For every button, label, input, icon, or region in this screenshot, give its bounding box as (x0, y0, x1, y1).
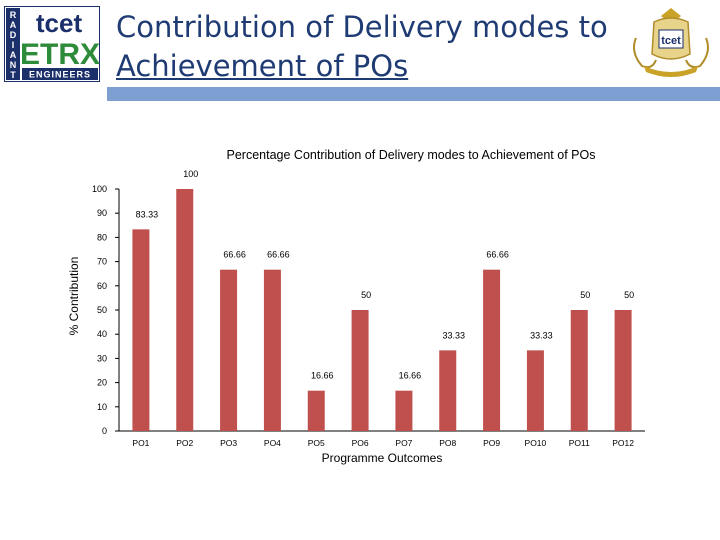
bar-po7 (395, 390, 413, 431)
data-label: 100 (183, 169, 198, 179)
y-tick-label: 0 (102, 426, 107, 436)
y-tick-label: 60 (97, 281, 107, 291)
x-tick-label: PO7 (395, 438, 412, 448)
data-label: 66.66 (267, 250, 290, 260)
x-tick-label: PO11 (569, 438, 590, 448)
y-tick-label: 20 (97, 378, 107, 388)
y-tick-label: 30 (97, 353, 107, 363)
bar-po2 (176, 189, 194, 431)
logo-letter: D (10, 30, 17, 40)
logo-brand-text: tcet (36, 8, 83, 38)
logo-letter: T (10, 70, 16, 80)
data-label: 66.66 (486, 250, 509, 260)
logo-letter: R (10, 10, 17, 20)
tcet-crest-logo: tcet (626, 4, 716, 82)
chart-title: Percentage Contribution of Delivery mode… (227, 148, 596, 162)
y-tick-label: 80 (97, 232, 107, 242)
logo-name-text: ETRX (20, 38, 100, 71)
x-tick-label: PO12 (612, 438, 634, 448)
data-label: 50 (580, 290, 590, 300)
bar-po12 (614, 310, 632, 431)
x-tick-label: PO4 (264, 438, 281, 448)
y-tick-label: 40 (97, 329, 107, 339)
x-tick-label: PO2 (176, 438, 193, 448)
crest-brand-text: tcet (661, 35, 681, 47)
y-axis-label: % Contribution (67, 257, 81, 336)
x-tick-label: PO3 (220, 438, 237, 448)
x-axis-label: Programme Outcomes (322, 451, 443, 465)
data-label: 33.33 (530, 330, 553, 340)
bar-po10 (526, 350, 544, 431)
data-label: 33.33 (442, 330, 465, 340)
bar-po5 (307, 390, 325, 431)
data-label: 83.33 (136, 209, 159, 219)
data-label: 16.66 (311, 371, 334, 381)
title-divider-bar (107, 87, 720, 101)
slide-title: Contribution of Delivery modes to Achiev… (116, 8, 616, 86)
y-tick-label: 50 (97, 305, 107, 315)
y-tick-label: 100 (92, 184, 107, 194)
logo-letter: A (10, 20, 17, 30)
x-tick-label: PO9 (483, 438, 500, 448)
data-label: 16.66 (399, 371, 422, 381)
bar-po6 (351, 310, 369, 431)
logo-letter: N (10, 60, 17, 70)
x-tick-label: PO1 (132, 438, 149, 448)
y-tick-label: 90 (97, 208, 107, 218)
y-tick-label: 10 (97, 402, 107, 412)
slide-title-line-2: Achievement of POs (116, 49, 409, 83)
data-label: 50 (624, 290, 634, 300)
x-tick-label: PO5 (308, 438, 325, 448)
bar-po4 (263, 269, 281, 431)
x-tick-label: PO6 (352, 438, 369, 448)
bar-po9 (483, 269, 501, 431)
x-tick-label: PO8 (439, 438, 456, 448)
logo-subtitle-text: ENGINEERS (29, 70, 91, 80)
bar-po11 (570, 310, 588, 431)
slide-title-line-1: Contribution of Delivery modes to (116, 10, 608, 44)
bar-po8 (439, 350, 457, 431)
logo-letter: I (12, 40, 15, 50)
y-tick-label: 70 (97, 257, 107, 267)
bar-po3 (220, 269, 238, 431)
data-label: 50 (361, 290, 371, 300)
logo-letter: A (10, 50, 17, 60)
x-tick-label: PO10 (525, 438, 547, 448)
bar-po1 (132, 229, 150, 431)
data-label: 66.66 (223, 250, 246, 260)
